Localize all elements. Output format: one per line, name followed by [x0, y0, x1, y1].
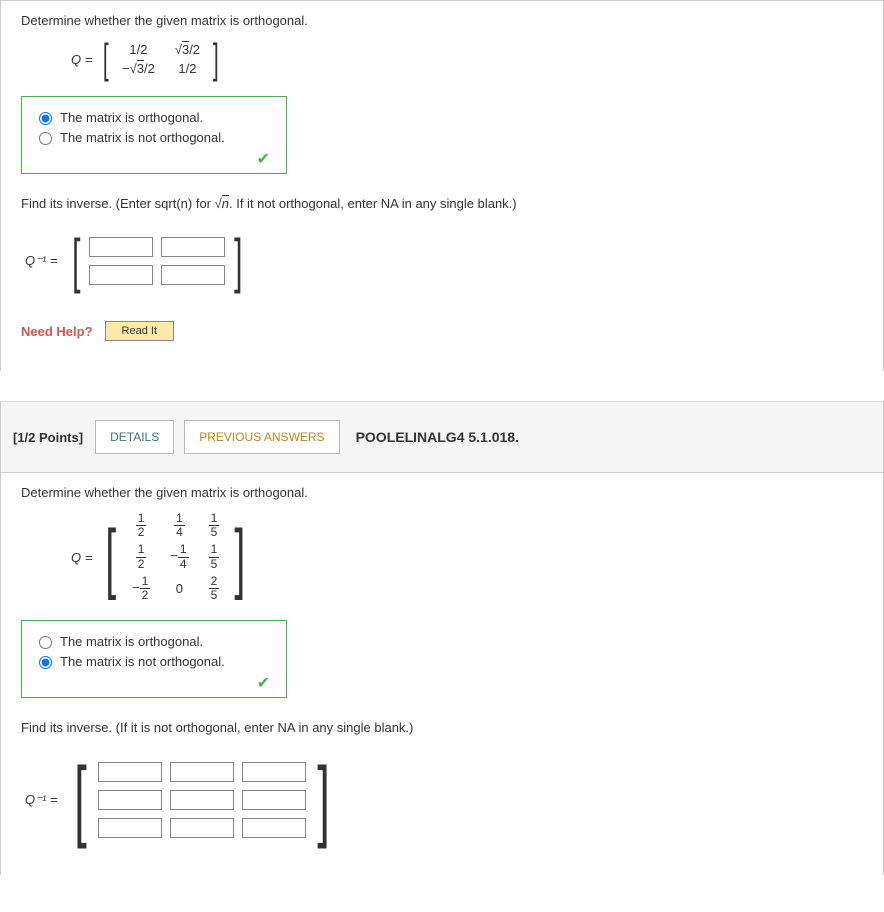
m-r2c2: 1/2: [165, 59, 210, 78]
q2-inv-r3c1[interactable]: [98, 818, 162, 838]
bracket-left: [: [103, 38, 109, 80]
q1-radio-1[interactable]: [39, 112, 52, 125]
need-help-label: Need Help?: [21, 324, 93, 339]
m-r1c1: 1/2: [112, 40, 165, 59]
q1-inv-label: Q⁻¹ =: [25, 253, 58, 269]
q2-inv-r2c2[interactable]: [170, 790, 234, 810]
q1-opt1-label: The matrix is orthogonal.: [60, 110, 203, 125]
q2-opt1-label: The matrix is orthogonal.: [60, 634, 203, 649]
assignment-label: POOLELINALG4 5.1.018.: [356, 429, 519, 445]
points-label: [1/2 Points]: [13, 430, 83, 445]
q1-check-icon: ✔: [34, 149, 274, 169]
q1-inv-r1c2[interactable]: [161, 237, 225, 257]
q1-prompt: Determine whether the given matrix is or…: [21, 13, 863, 28]
previous-answers-button[interactable]: PREVIOUS ANSWERS: [184, 420, 339, 454]
q1-subprompt: Find its inverse. (Enter sqrt(n) for √n.…: [21, 196, 863, 211]
q2-inv-r3c3[interactable]: [242, 818, 306, 838]
q2-inv-label: Q⁻¹ =: [25, 792, 58, 808]
q2-check-icon: ✔: [34, 673, 274, 693]
q1-radio-2[interactable]: [39, 132, 52, 145]
q1-matrix: Q = [ 1/2 √3/2 −√3/2 1/2 ]: [71, 38, 863, 80]
q2-answer-box: The matrix is orthogonal. The matrix is …: [21, 620, 287, 698]
question-header: [1/2 Points] DETAILS PREVIOUS ANSWERS PO…: [0, 402, 884, 473]
q2-opt2-row[interactable]: The matrix is not orthogonal.: [34, 653, 274, 669]
q1-opt2-label: The matrix is not orthogonal.: [60, 130, 225, 145]
q2-matrix-label: Q =: [71, 550, 92, 565]
q1-answer-box: The matrix is orthogonal. The matrix is …: [21, 96, 287, 174]
q2-radio-2[interactable]: [39, 656, 52, 669]
q1-inverse: Q⁻¹ = [ ]: [25, 231, 863, 291]
q1-inv-r2c1[interactable]: [89, 265, 153, 285]
q2-inverse: Q⁻¹ = [ ]: [25, 755, 863, 845]
q2-matrix: Q = [ 12 14 15 12 −14 15 −12 0 25: [71, 510, 863, 604]
need-help-row: Need Help? Read It: [21, 321, 863, 341]
q2-inv-r2c1[interactable]: [98, 790, 162, 810]
question-1: Determine whether the given matrix is or…: [0, 0, 884, 371]
q1-inv-r2c2[interactable]: [161, 265, 225, 285]
section-divider: [0, 371, 884, 402]
q1-matrix-label: Q =: [71, 52, 92, 67]
q2-inv-r3c2[interactable]: [170, 818, 234, 838]
q1-inv-r1c1[interactable]: [89, 237, 153, 257]
q2-radio-1[interactable]: [39, 636, 52, 649]
q2-inv-r1c2[interactable]: [170, 762, 234, 782]
q2-inv-r1c3[interactable]: [242, 762, 306, 782]
q2-opt1-row[interactable]: The matrix is orthogonal.: [34, 633, 274, 649]
bracket-right: ]: [213, 38, 219, 80]
details-button[interactable]: DETAILS: [95, 420, 174, 454]
q2-prompt: Determine whether the given matrix is or…: [21, 485, 863, 500]
q1-opt2-row[interactable]: The matrix is not orthogonal.: [34, 129, 274, 145]
m-r1c2: √3/2: [165, 40, 210, 59]
q2-inv-r1c1[interactable]: [98, 762, 162, 782]
q2-opt2-label: The matrix is not orthogonal.: [60, 654, 225, 669]
m-r2c1: −√3/2: [112, 59, 165, 78]
q2-subprompt: Find its inverse. (If it is not orthogon…: [21, 720, 863, 735]
q2-inv-r2c3[interactable]: [242, 790, 306, 810]
q1-opt1-row[interactable]: The matrix is orthogonal.: [34, 109, 274, 125]
read-it-button[interactable]: Read It: [105, 321, 174, 341]
question-2: Determine whether the given matrix is or…: [0, 473, 884, 875]
